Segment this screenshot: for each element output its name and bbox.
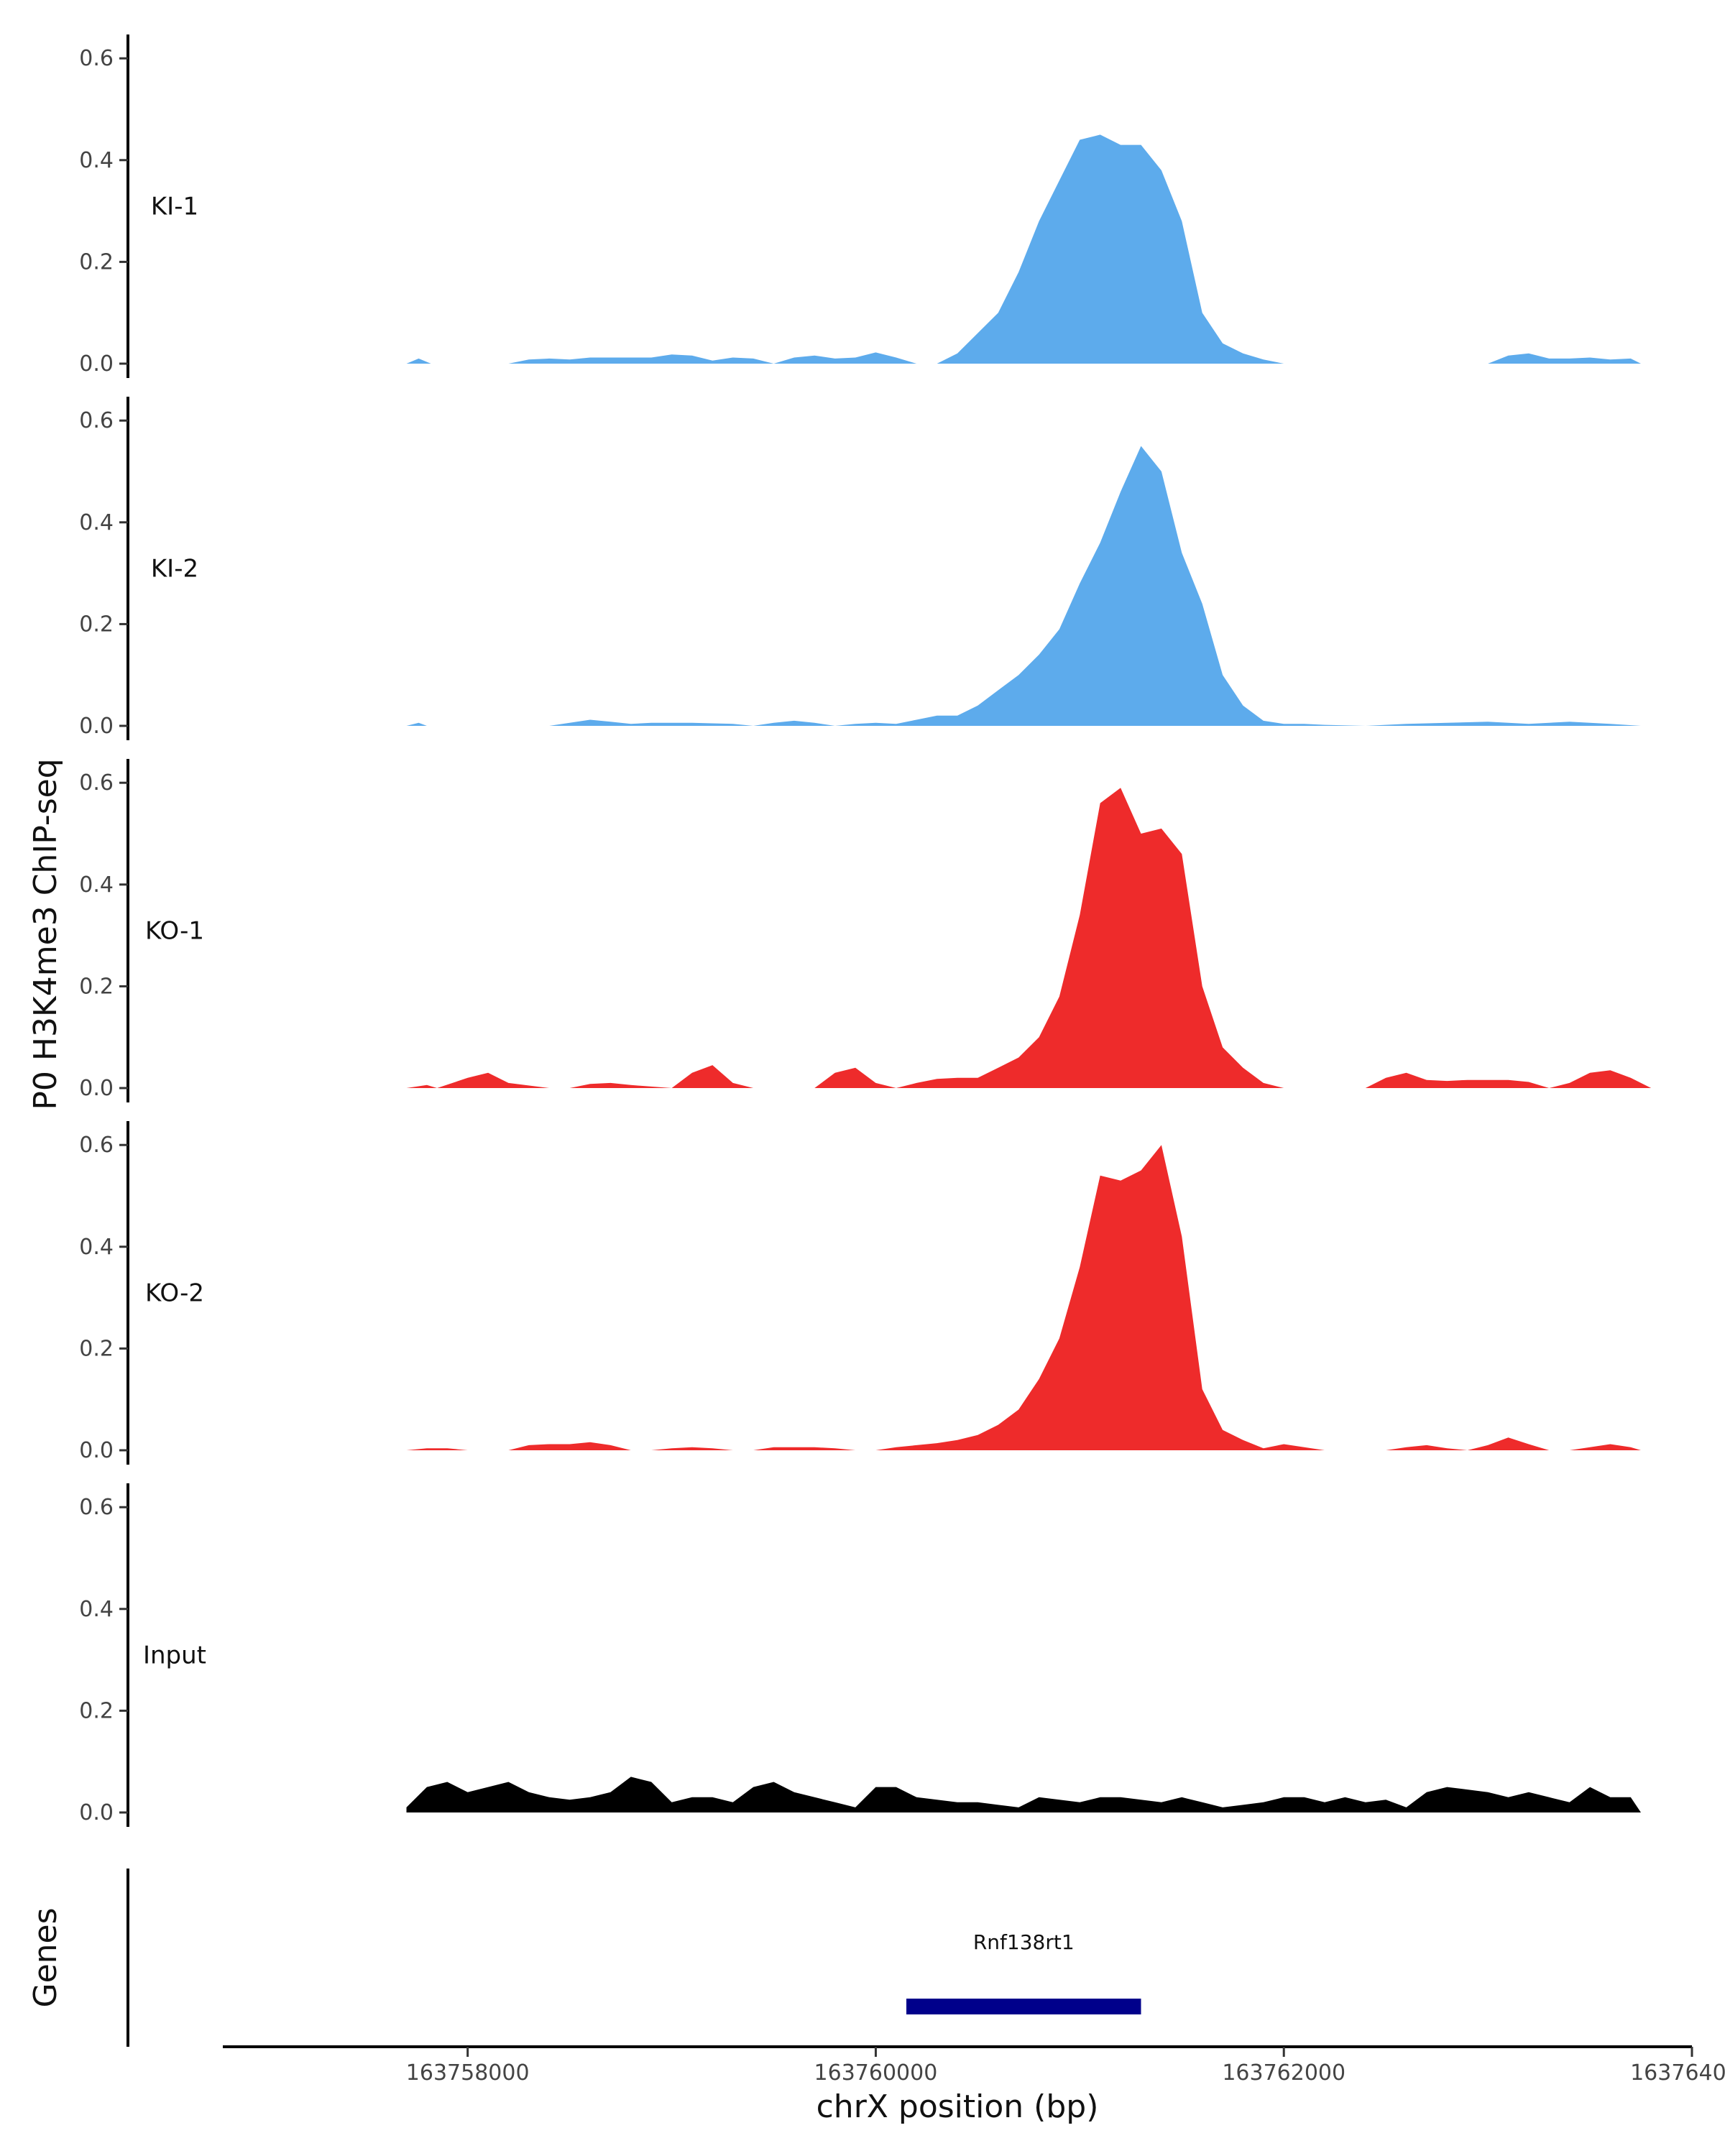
- x-tick-label: 163764000: [1630, 2060, 1725, 2086]
- y-tick-label: 0.0: [79, 351, 114, 377]
- y-tick-label: 0.2: [79, 249, 114, 275]
- y-tick-label: 0.6: [79, 46, 114, 71]
- x-tick-label: 163760000: [814, 2060, 938, 2086]
- y-tick-label: 0.4: [79, 1597, 114, 1622]
- track-ki-1: 0.0 0.2 0.4 0.6 KI-1: [79, 34, 1641, 378]
- track-ki-2: 0.0 0.2 0.4 0.6 KI-2: [79, 397, 1641, 740]
- y-tick-label: 0.4: [79, 148, 114, 173]
- track-label: KO-1: [145, 917, 204, 946]
- y-tick-label: 0.0: [79, 714, 114, 739]
- y-tick-label: 0.6: [79, 408, 114, 433]
- y-tick-label: 0.2: [79, 1336, 114, 1361]
- genes-track-label: Genes: [27, 1907, 64, 2007]
- x-ticks-layer: 163758000 163760000 163762000 163764000: [406, 2047, 1725, 2086]
- y-tick-label: 0.4: [79, 872, 114, 898]
- y-tick-label: 0.2: [79, 1698, 114, 1723]
- y-tick-label: 0.4: [79, 510, 114, 535]
- y-tick-label: 0.2: [79, 612, 114, 637]
- gene-label: Rnf138rt1: [973, 1930, 1075, 1954]
- genes-track: Genes Rnf138rt1: [27, 1869, 1141, 2047]
- y-tick-label: 0.0: [79, 1438, 114, 1463]
- track-ko-2: 0.0 0.2 0.4 0.6 KO-2: [79, 1121, 1641, 1465]
- x-axis-title: chrX position (bp): [816, 2088, 1099, 2125]
- signal-area: [406, 1777, 1641, 1812]
- track-label: KI-2: [151, 555, 198, 584]
- track-label: KI-1: [151, 193, 198, 221]
- y-tick-label: 0.4: [79, 1235, 114, 1260]
- x-tick-label: 163762000: [1222, 2060, 1346, 2086]
- y-tick-label: 0.2: [79, 974, 114, 999]
- y-tick-label: 0.6: [79, 770, 114, 796]
- track-ko-1: 0.0 0.2 0.4 0.6 KO-1: [79, 759, 1652, 1102]
- track-input: 0.0 0.2 0.4 0.6 Input: [79, 1483, 1641, 1827]
- tracks-layer: 0.00.20.40.6KI-10.00.20.40.6KI-20.00.20.…: [79, 34, 1652, 1827]
- track-label: Input: [143, 1641, 206, 1670]
- y-tick-label: 0.0: [79, 1800, 114, 1825]
- signal-area: [406, 134, 1641, 364]
- track-label: KO-2: [145, 1279, 204, 1308]
- genes-layer: Rnf138rt1: [906, 1930, 1141, 2014]
- gene-bar: [906, 1999, 1141, 2014]
- x-axis: 163758000 163760000 163762000 163764000 chr…: [223, 2045, 1725, 2125]
- y-tick-label: 0.0: [79, 1076, 114, 1101]
- x-tick-label: 163758000: [406, 2060, 530, 2086]
- y-tick-label: 0.6: [79, 1495, 114, 1520]
- y-tick-label: 0.6: [79, 1133, 114, 1158]
- y-axis-title: P0 H3K4me3 ChIP-seq: [27, 758, 64, 1110]
